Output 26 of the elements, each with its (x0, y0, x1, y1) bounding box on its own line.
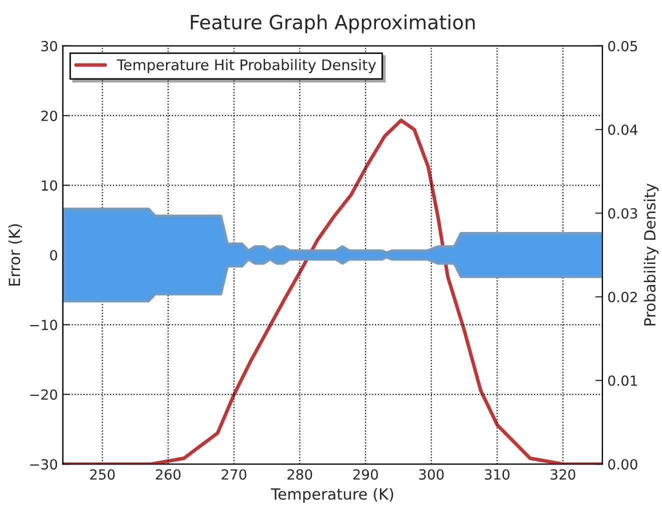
legend-label: Temperature Hit Probability Density (116, 59, 376, 74)
x-tick-label: 250 (90, 469, 115, 480)
y-tick-label: −10 (30, 320, 58, 330)
y2-tick-label: 0.01 (608, 375, 637, 386)
x-tick-label: 310 (484, 469, 510, 480)
y-tick-label: −30 (30, 459, 58, 470)
x-tick-label: 300 (419, 469, 444, 480)
x-tick-label: 290 (353, 469, 378, 480)
y2-axis-title: Probability Density (644, 184, 659, 326)
x-tick-label: 280 (288, 469, 312, 480)
y-tick-label: 20 (41, 110, 58, 122)
x-tick-label: 270 (222, 469, 246, 480)
y2-tick-label: 0.04 (608, 124, 638, 136)
y2-tick-label: 0.03 (608, 208, 638, 219)
y2-tick-label: 0.02 (608, 292, 637, 302)
y-tick-label: 30 (41, 40, 58, 52)
x-tick-label: 320 (550, 469, 576, 480)
y2-tick-label: 0.00 (608, 459, 638, 470)
chart-title: Feature Graph Approximation (190, 14, 475, 34)
y-tick-label: 10 (42, 180, 58, 191)
y-tick-label: 0 (50, 250, 58, 260)
x-tick-label: 260 (156, 469, 180, 480)
y2-tick-label: 0.05 (608, 40, 637, 52)
y-axis-title: Error (K) (8, 224, 22, 286)
y-tick-label: −20 (30, 389, 58, 400)
x-axis-title: Temperature (K) (270, 488, 394, 503)
